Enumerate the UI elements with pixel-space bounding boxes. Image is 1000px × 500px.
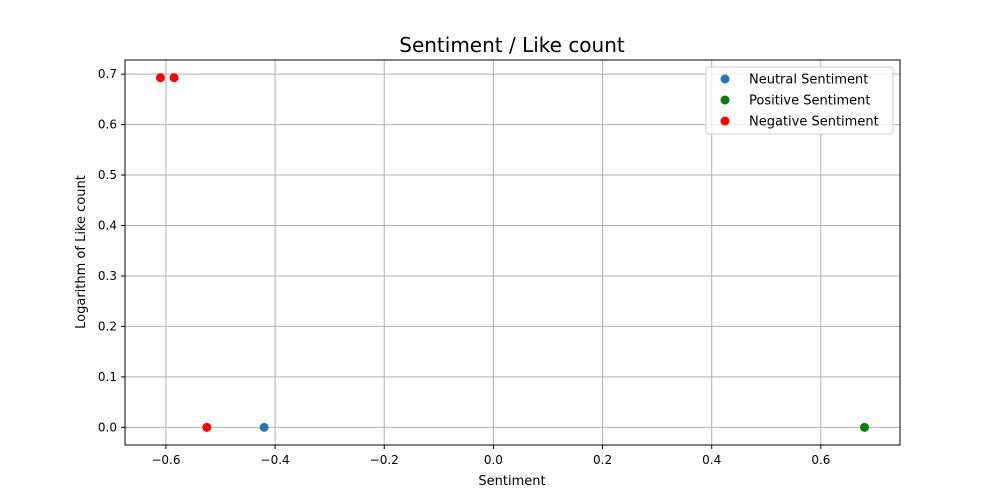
- y-tick-label: 0.6: [98, 118, 117, 132]
- x-tick-label: −0.6: [151, 453, 180, 467]
- x-tick-label: 0.6: [811, 453, 830, 467]
- negative-sentiment-point: [155, 73, 165, 83]
- legend-marker-neutral-sentiment: [720, 74, 730, 84]
- y-axis-label: Logarithm of Like count: [74, 175, 89, 329]
- x-tick-label: −0.4: [261, 453, 290, 467]
- legend-label-positive-sentiment: Positive Sentiment: [749, 94, 870, 109]
- positive-sentiment-point: [860, 422, 870, 432]
- x-axis-label: Sentiment: [478, 474, 545, 489]
- x-tick-label: 0.4: [702, 453, 721, 467]
- chart-title: Sentiment / Like count: [399, 33, 625, 57]
- legend-box: [705, 66, 894, 135]
- axis-ticks: −0.6 −0.4 −0.2 0.0 0.2 0.4 0.6 0.0 0.1 0.2 0.3 0.4 0…: [98, 67, 831, 467]
- y-tick-label: 0.2: [98, 319, 117, 333]
- y-tick-label: 0.3: [98, 269, 117, 283]
- legend-marker-positive-sentiment: [720, 95, 730, 105]
- legend-label-negative-sentiment: Negative Sentiment: [749, 115, 879, 130]
- grid: [125, 60, 900, 445]
- x-tick-label: 0.0: [484, 453, 503, 467]
- y-tick-label: 0.5: [98, 168, 117, 182]
- y-tick-label: 0.4: [98, 219, 117, 233]
- legend-label-neutral-sentiment: Neutral Sentiment: [749, 73, 868, 88]
- legend-marker-negative-sentiment: [720, 116, 730, 126]
- x-tick-label: −0.2: [370, 453, 399, 467]
- data-points: [155, 73, 870, 432]
- plot-frame: [124, 59, 901, 446]
- negative-sentiment-point: [169, 73, 179, 83]
- y-tick-label: 0.7: [98, 67, 117, 81]
- x-tick-label: 0.2: [593, 453, 612, 467]
- legend: Neutral Sentiment Positive Sentiment Negat…: [705, 66, 894, 135]
- neutral-sentiment-point: [259, 422, 269, 432]
- y-tick-label: 0.1: [98, 370, 117, 384]
- negative-sentiment-point: [202, 422, 212, 432]
- y-tick-label: 0.0: [98, 420, 117, 434]
